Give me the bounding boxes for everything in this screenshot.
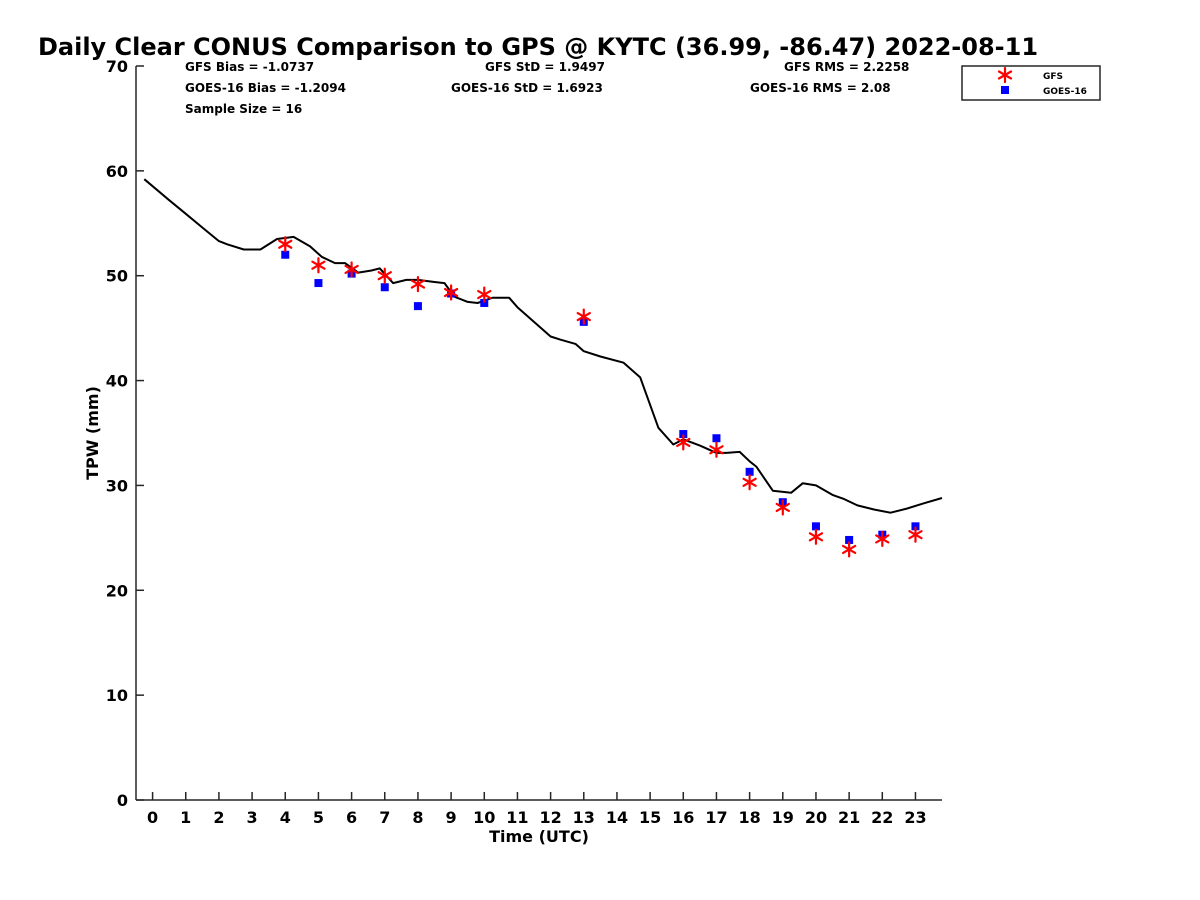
x-tick-label: 7	[379, 808, 390, 827]
legend-gfs-label: GFS	[1043, 72, 1063, 82]
x-tick-label: 4	[280, 808, 291, 827]
gfs-rms-stat: GFS RMS = 2.2258	[784, 60, 909, 74]
gfs-point	[377, 267, 392, 284]
gfs-point	[676, 434, 691, 451]
x-tick-label: 2	[213, 808, 224, 827]
legend-gfs-marker	[997, 66, 1013, 84]
y-tick-label: 50	[106, 267, 128, 286]
goes-bias-stat: GOES-16 Bias = -1.2094	[185, 81, 346, 95]
goes16-point	[712, 434, 721, 443]
x-tick-label: 22	[871, 808, 893, 827]
x-tick-label: 8	[412, 808, 423, 827]
y-ticks: 0 10 20 30 40 50 60 70	[106, 57, 144, 810]
goes-rms-stat: GOES-16 RMS = 2.08	[750, 81, 891, 95]
gfs-point	[278, 236, 293, 253]
x-tick-label: 12	[539, 808, 561, 827]
x-tick-label: 6	[346, 808, 357, 827]
chart-title: Daily Clear CONUS Comparison to GPS @ KY…	[38, 33, 1038, 61]
plot-area	[143, 178, 943, 558]
x-tick-label: 15	[639, 808, 661, 827]
y-tick-label: 60	[106, 162, 128, 181]
gfs-point	[344, 261, 359, 278]
gfs-point	[841, 541, 857, 558]
x-ticks: 0 1 2 3 4 5 6 7 8 9 10 11 12 13 14 15 16 17 18 19 20 21 22 23	[147, 792, 927, 827]
gps-line	[143, 178, 943, 514]
legend-goes-marker	[1001, 86, 1009, 94]
goes16-point	[314, 279, 323, 288]
gfs-point	[808, 528, 824, 545]
gfs-point	[908, 526, 923, 543]
goes16-point	[911, 522, 920, 531]
sample-size-stat: Sample Size = 16	[185, 102, 302, 116]
y-tick-label: 40	[106, 372, 128, 391]
gfs-bias-stat: GFS Bias = -1.0737	[185, 60, 314, 74]
goes16-point	[811, 522, 820, 531]
y-tick-label: 30	[106, 476, 128, 495]
x-tick-label: 13	[573, 808, 595, 827]
legend-box	[961, 65, 1101, 101]
goes16-point	[480, 298, 489, 307]
x-tick-label: 3	[247, 808, 258, 827]
gfs-point	[875, 530, 890, 548]
x-tick-label: 5	[313, 808, 324, 827]
x-tick-label: 10	[473, 808, 495, 827]
x-tick-label: 19	[772, 808, 794, 827]
x-tick-label: 17	[705, 808, 727, 827]
goes16-point	[845, 535, 854, 544]
x-tick-label: 18	[738, 808, 760, 827]
goes16-point	[745, 467, 754, 476]
goes16-point	[281, 250, 290, 259]
legend-gfs-asterisk	[997, 66, 1013, 84]
goes16-point	[380, 283, 389, 292]
axes	[135, 66, 942, 801]
legend-goes-label: GOES-16	[1043, 87, 1087, 97]
x-axis-label: Time (UTC)	[489, 827, 589, 846]
gfs-point	[709, 441, 724, 458]
x-tick-label: 23	[904, 808, 926, 827]
gfs-point	[410, 276, 426, 293]
x-tick-label: 21	[838, 808, 860, 827]
x-tick-label: 0	[147, 808, 158, 827]
y-tick-label: 10	[106, 686, 128, 705]
x-tick-label: 14	[606, 808, 628, 827]
y-axis-label: TPW (mm)	[83, 386, 102, 480]
legend: GFS GOES-16	[961, 65, 1101, 101]
goes16-point	[679, 430, 688, 439]
gfs-point	[443, 284, 459, 301]
gfs-point	[311, 257, 326, 274]
gfs-point	[775, 499, 790, 516]
goes16-point	[413, 302, 422, 311]
x-tick-label: 20	[805, 808, 827, 827]
y-tick-label: 20	[106, 581, 128, 600]
x-tick-label: 11	[506, 808, 528, 827]
gfs-std-stat: GFS StD = 1.9497	[485, 60, 605, 74]
goes-std-stat: GOES-16 StD = 1.6923	[451, 81, 603, 95]
x-tick-label: 1	[180, 808, 191, 827]
x-tick-label: 16	[672, 808, 694, 827]
gfs-point	[576, 308, 591, 325]
x-tick-label: 9	[446, 808, 457, 827]
gfs-point	[742, 474, 757, 491]
y-tick-label: 0	[117, 791, 128, 810]
y-tick-label: 70	[106, 57, 128, 76]
gfs-point	[477, 286, 492, 303]
